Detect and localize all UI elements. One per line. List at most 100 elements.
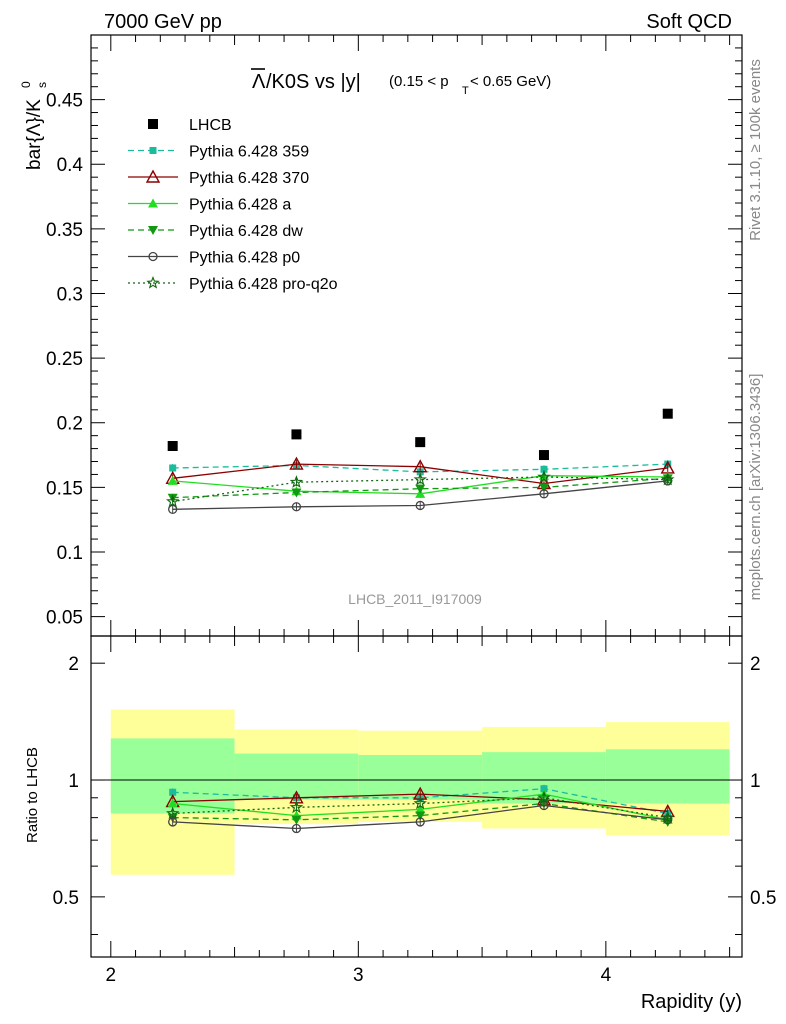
ratio-point-pdw-2 [415, 811, 426, 821]
main-point-pq2o-1 [289, 475, 304, 488]
main-series-pq2o [166, 469, 675, 508]
main-point-lhcb-2 [415, 437, 426, 448]
main-point-pdw-2 [415, 484, 426, 494]
band-inner-bin-4 [605, 749, 730, 804]
main-ytick-label-0: 0.05 [46, 608, 83, 629]
legend-marker-lhcb [148, 119, 158, 129]
main-line-p359 [172, 463, 668, 473]
main-point-lhcb-4 [662, 408, 673, 419]
main-point-lhcb-0 [167, 441, 178, 452]
ratio-point-pq2o-3 [537, 790, 551, 804]
ratio-ytick-label-left-1: 1 [68, 771, 79, 792]
ratio-point-pq2o-4 [660, 810, 675, 824]
ratio-point-p359-3 [540, 785, 548, 793]
main-ytick-label-7: 0.4 [57, 155, 84, 176]
legend-marker-p359 [149, 147, 157, 154]
main-ylabel: bar{Λ}/K s 0 [19, 81, 49, 170]
ratio-point-pdw-1 [291, 815, 302, 825]
legend-entry-pdw: Pythia 6.428 dw [128, 223, 303, 240]
ratio-point-pp0-1 [291, 823, 302, 834]
header-right: Soft QCD [646, 11, 732, 33]
ratio-ytick-label-right-2: 2 [750, 654, 761, 675]
main-ytick-label-5: 0.3 [57, 284, 83, 305]
title-cut-open: (0.15 < p [389, 73, 449, 90]
ratio-point-pq2o-0 [166, 806, 180, 820]
x-axis-label: Rapidity (y) [641, 991, 742, 1013]
ratio-point-pa-2 [415, 804, 426, 814]
header-left: 7000 GeV pp [104, 11, 222, 33]
ratio-point-pp0-2 [415, 817, 425, 827]
main-point-lhcb-1 [291, 429, 302, 440]
legend-label-lhcb: LHCB [189, 117, 232, 134]
main-line-pdw [172, 477, 668, 499]
legend-entry-pq2o: Pythia 6.428 pro-q2o [128, 275, 338, 293]
ratio-point-pq2o-1 [289, 800, 304, 814]
legend-label-pp0: Pythia 6.428 p0 [189, 250, 300, 267]
ratio-series-pp0 [168, 800, 673, 834]
main-point-p359-0 [169, 464, 177, 472]
main-ytick-label-4: 0.25 [46, 349, 83, 370]
main-point-pp0-2 [415, 500, 425, 511]
ratio-point-pa-0 [167, 798, 178, 808]
main-point-pa-0 [167, 475, 178, 485]
main-point-pp0-3 [539, 489, 549, 499]
legend-label-p370: Pythia 6.428 370 [189, 170, 309, 187]
main-point-lhcb-3 [538, 450, 549, 461]
legend-label-pa: Pythia 6.428 a [189, 197, 291, 214]
ratio-ytick-label-left-2: 2 [68, 654, 79, 675]
ratio-point-pq2o-2 [413, 796, 427, 810]
legend-entry-lhcb: LHCB [148, 117, 232, 134]
ratio-ytick-label-left-0: 0.5 [53, 888, 79, 909]
main-title: Λ /K0S vs |y| (0.15 < p T < 0.65 GeV) [251, 68, 551, 97]
legend-marker-pdw [148, 226, 158, 235]
analysis-watermark: LHCB_2011_I917009 [348, 591, 482, 607]
title-bar-symbol: Λ [252, 71, 266, 93]
main-point-pq2o-2 [413, 472, 427, 486]
main-ytick-label-3: 0.2 [57, 414, 83, 435]
ylabel-sup: 0 [19, 81, 33, 88]
title-main: /K0S vs |y| [266, 71, 361, 93]
ratio-ytick-label-right-0: 0.5 [750, 888, 776, 909]
main-series-layer [165, 408, 675, 514]
legend-entry-p370: Pythia 6.428 370 [128, 169, 309, 187]
legend-marker-pq2o [146, 275, 160, 289]
ratio-uncertainty-bands [110, 709, 730, 875]
side-label-rivet: Rivet 3.1.10, ≥ 100k events [747, 59, 764, 241]
ylabel-sub: s [35, 82, 49, 88]
main-ytick-label-6: 0.35 [46, 220, 83, 241]
main-point-pq2o-3 [537, 469, 551, 483]
main-point-pp0-1 [291, 502, 302, 512]
xtick-label-2: 4 [601, 965, 612, 986]
xtick-label-1: 3 [353, 965, 364, 986]
xtick-label-0: 2 [106, 965, 117, 986]
ratio-ylabel: Ratio to LHCB [24, 747, 41, 843]
main-ytick-label-2: 0.15 [46, 478, 83, 499]
ratio-point-pp0-0 [168, 817, 178, 827]
main-point-pdw-3 [538, 483, 549, 493]
main-ytick-label-8: 0.45 [46, 91, 83, 112]
legend-label-pdw: Pythia 6.428 dw [189, 223, 303, 240]
ratio-series-layer [165, 784, 675, 834]
title-cut-sub: T [462, 85, 469, 97]
legend-entry-pp0: Pythia 6.428 p0 [128, 250, 300, 267]
legend: LHCB Pythia 6.428 359 Pythia 6.428 370 Pyth… [128, 117, 338, 293]
title-cut-close: < 0.65 GeV) [470, 73, 551, 90]
ylabel-main: bar{Λ}/K [24, 99, 45, 170]
ratio-line-p359 [172, 788, 668, 815]
axes-layer: 0.05 0.1 0.15 0.2 0.25 0.3 0.35 0.4 0.45 2 3 4 0.5 0.… [46, 34, 776, 986]
side-label-mcplots: mcplots.cern.ch [arXiv:1306.3436] [747, 374, 764, 601]
legend-marker-pp0 [148, 251, 158, 262]
main-point-p359-3 [540, 465, 548, 473]
ratio-series-pq2o [166, 790, 675, 824]
legend-entry-p359: Pythia 6.428 359 [128, 144, 309, 161]
legend-label-pq2o: Pythia 6.428 pro-q2o [189, 276, 338, 293]
legend-label-p359: Pythia 6.428 359 [189, 144, 309, 161]
legend-entry-pa: Pythia 6.428 a [128, 197, 291, 214]
legend-marker-p370 [145, 169, 161, 183]
main-point-p370-2 [413, 459, 428, 473]
main-point-pdw-1 [291, 488, 302, 498]
main-point-pq2o-4 [660, 472, 675, 486]
main-point-p370-1 [289, 456, 304, 470]
main-point-pq2o-0 [166, 494, 180, 508]
